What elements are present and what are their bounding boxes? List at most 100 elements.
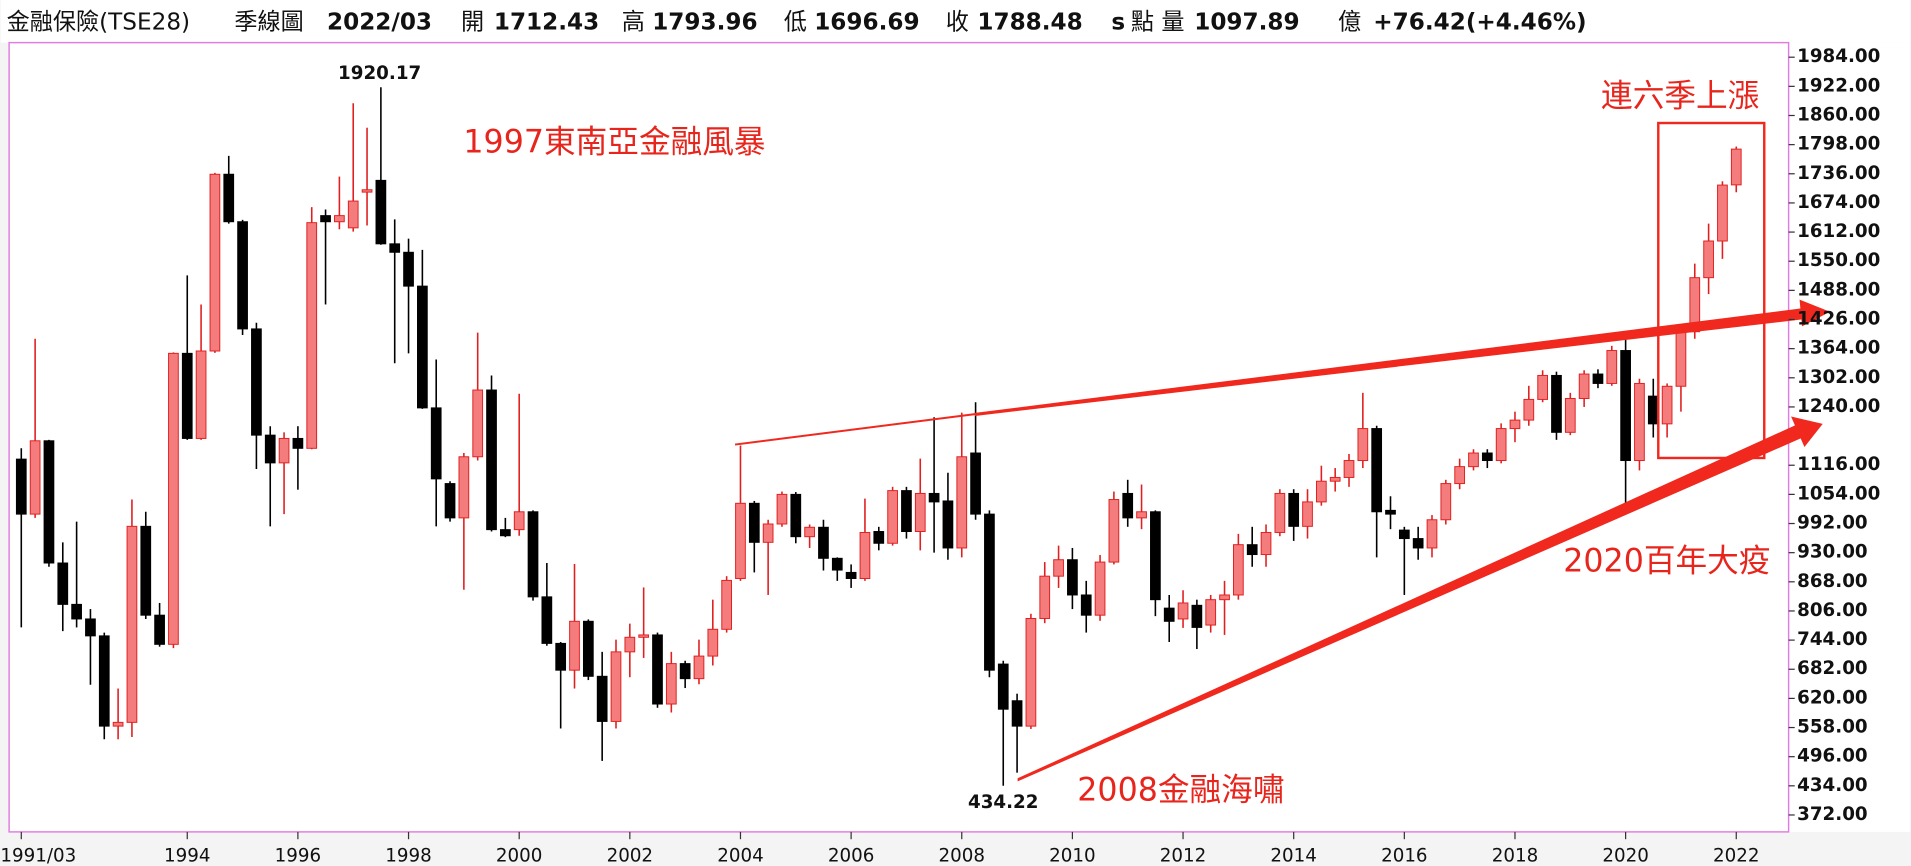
lower-trend-line [1017,423,1804,782]
candle-body [1606,350,1618,384]
candle-body [43,440,55,564]
candle-body [29,440,41,515]
y-tick-label: 1922.00 [1797,75,1880,96]
high-label: 高 [622,10,645,36]
peak-label: 1920.17 [338,63,421,84]
arrow-head [1791,416,1823,448]
candle-body [1246,544,1258,556]
candle-body [1717,184,1728,242]
x-tick-label: 2018 [1492,845,1539,866]
upper-trend-line [974,308,1805,416]
x-tick-label: 2002 [607,845,654,866]
y-tick-label: 1116.00 [1797,454,1880,475]
change-pct: (+4.46%) [1466,10,1587,36]
candle-body [320,215,331,223]
candle-body [831,557,843,571]
y-tick-label: 992.00 [1797,513,1868,534]
candle-body [1233,544,1244,596]
candle-body [1454,466,1466,485]
candle-body [859,531,871,580]
candle-body [1357,428,1369,462]
x-tick-label: 2012 [1160,845,1207,866]
volume-value: 1097.89 [1194,10,1299,36]
candle-body [1412,538,1424,549]
y-tick-label: 558.00 [1797,717,1868,738]
candle-body [15,458,27,515]
candle-body [942,500,954,549]
candle-body [928,492,940,503]
candle-body [748,502,760,543]
candle-body [1274,492,1286,533]
low-value: 1696.69 [814,10,919,36]
x-tick-label: 2020 [1602,845,1649,866]
y-tick-label: 1612.00 [1797,221,1880,242]
candle-body [71,603,82,620]
y-tick-label: 1798.00 [1797,134,1880,155]
candle-body [1523,398,1535,421]
candle-body [984,513,995,671]
candle-body [389,243,401,253]
candle-body [1067,559,1078,596]
x-tick-label: 2016 [1381,845,1428,866]
candle-body [1053,559,1064,577]
candle-body [887,490,898,544]
header-bar [0,0,1911,43]
candle-body [513,511,525,531]
y-tick-label: 620.00 [1797,687,1868,708]
candle-body [873,531,885,544]
candle-body [1039,575,1051,619]
candle-body [901,490,912,533]
candle-body [1108,499,1120,563]
x-tick-label: 2008 [939,845,986,866]
y-tick-label: 806.00 [1797,600,1868,621]
x-tick-label: 2014 [1270,845,1317,866]
candle-body [140,525,152,616]
candle-body [126,525,138,723]
trough-label: 434.22 [968,792,1039,813]
candle-body [278,437,290,464]
annotation: 2008金融海嘯 [1077,773,1284,809]
candle-body [1288,492,1300,527]
candle-body [804,526,815,538]
candle-body [1647,395,1659,425]
candle-body [735,502,746,580]
candle-body [195,350,207,439]
low-label: 低 [784,10,807,36]
candle-body [1440,483,1452,521]
candle-body [347,200,359,229]
annotation: 連六季上漲 [1601,78,1759,114]
candle-body [98,635,110,727]
candle-body [1136,511,1147,519]
candle-body [1661,385,1673,425]
y-tick-label: 1302.00 [1797,367,1880,388]
candle-body [582,620,594,677]
candle-body [223,173,235,223]
candle-body [361,189,373,193]
candle-body [1177,602,1189,620]
candle-body [914,492,926,533]
candle-body [237,221,248,330]
y-tick-label: 1054.00 [1797,483,1880,504]
candle-body [1260,531,1272,556]
candle-body [997,663,1009,710]
trend-lines [734,121,1831,782]
change: +76.42 [1373,10,1466,36]
candle-body [375,179,387,245]
product: 金融保險(TSE28) [7,10,190,36]
candle-body [306,222,318,449]
candle-body [499,529,511,537]
y-tick-label: 1426.00 [1797,309,1880,330]
candle-body [541,596,553,644]
annotation: 2020百年大疫 [1563,544,1770,580]
candle-body [1426,519,1438,549]
candle-body [444,483,456,519]
candle-body [776,493,788,525]
volume-unit: 億 [1338,10,1361,36]
candle-body [1398,529,1410,540]
candle-body [1080,594,1092,616]
candle-body [1371,428,1383,513]
candle-body [154,614,165,645]
y-tick-label: 1736.00 [1797,163,1880,184]
date: 2022/03 [327,10,432,36]
